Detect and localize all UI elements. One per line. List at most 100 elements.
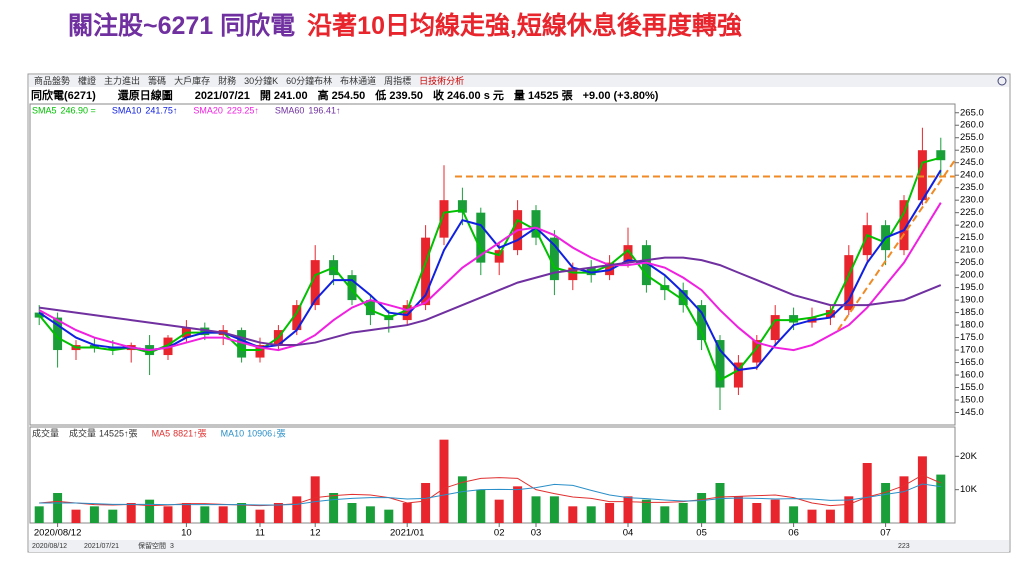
y-tick-label: 195.0 [960, 282, 984, 293]
candle-body [549, 237, 559, 281]
volume-bar [329, 493, 339, 523]
info-item: 2021/07/21 [195, 90, 250, 102]
ma-line [39, 483, 941, 506]
volume-bar [623, 496, 633, 523]
y-tick-label: 200.0 [960, 270, 984, 281]
y-tick-label: 150.0 [960, 395, 984, 406]
candle-body [844, 255, 854, 311]
tab[interactable]: 權證 [78, 75, 96, 86]
volume-bar [678, 503, 688, 523]
tab[interactable]: 日技術分析 [419, 75, 464, 86]
info-item: 開 241.00 [260, 89, 308, 102]
y-tick-label: 235.0 [960, 182, 984, 193]
candle-body [733, 362, 743, 388]
ma-line [38, 169, 942, 372]
x-tick-label: 2020/08/12 [34, 528, 82, 539]
volume-bar [549, 496, 559, 523]
candle-body [770, 315, 780, 341]
tab[interactable]: 商品盤勢 [34, 75, 70, 86]
info-item: 量 14525 張 [514, 89, 574, 102]
volume-bar [218, 506, 228, 523]
v-tick-label: 20K [960, 451, 978, 462]
x-tick-label: 02 [494, 528, 505, 539]
volume-bar [531, 496, 541, 523]
tab[interactable]: 財務 [218, 75, 236, 86]
y-tick-label: 210.0 [960, 245, 984, 256]
volume-bar [568, 506, 578, 523]
volume-bar [292, 496, 302, 523]
volume-bar [936, 474, 946, 523]
tab[interactable]: 大戶庫存 [174, 75, 210, 86]
candle-body [457, 200, 467, 213]
candle-body [365, 300, 375, 316]
volume-bar [660, 506, 670, 523]
tab[interactable]: 周指標 [384, 75, 411, 86]
y-tick-label: 170.0 [960, 345, 984, 356]
volume-bar [126, 503, 136, 523]
volume-bar [384, 509, 394, 523]
volume-legend-name: 成交量 [69, 427, 96, 438]
tab[interactable]: 60分鐘布林 [286, 75, 332, 86]
y-tick-label: 205.0 [960, 257, 984, 268]
candle-body [752, 340, 762, 363]
volume-bar [34, 506, 44, 523]
candle-body [623, 245, 633, 263]
candle-body [789, 315, 799, 323]
zoom-icon[interactable] [997, 76, 1007, 86]
candle-body [53, 317, 63, 351]
volume-bar [402, 503, 412, 523]
x-tick-label: 05 [696, 528, 707, 539]
volume-bar [310, 476, 320, 523]
volume-bar [825, 509, 835, 523]
trend-line [837, 159, 956, 331]
tab[interactable]: 主力進出 [104, 75, 140, 86]
volume-bar [881, 483, 891, 523]
tab[interactable]: 30分鐘K [244, 75, 278, 86]
volume-bar [237, 503, 247, 523]
y-tick-label: 215.0 [960, 232, 984, 243]
y-tick-label: 250.0 [960, 145, 984, 156]
volume-bar [807, 509, 817, 523]
toolbar-count[interactable]: 223 [898, 543, 910, 550]
candle-body [862, 225, 872, 256]
candle-body [255, 345, 265, 358]
tab[interactable]: 布林通道 [340, 75, 376, 86]
legend-value: 241.75↑ [145, 105, 177, 115]
candle-body [494, 250, 504, 263]
volume-bar [862, 463, 872, 523]
y-tick-label: 155.0 [960, 382, 984, 393]
volume-bar [457, 476, 467, 523]
y-tick-label: 240.0 [960, 170, 984, 181]
volume-bar [844, 496, 854, 523]
toolbar-start[interactable]: 2020/08/12 [32, 543, 67, 550]
volume-bar [53, 493, 63, 523]
volume-bar [145, 499, 155, 523]
candle-body [310, 260, 320, 306]
candle-body [402, 305, 412, 321]
tab[interactable]: 籌碼 [148, 75, 166, 86]
x-tick-label: 04 [623, 528, 634, 539]
legend-name: MA10 [221, 428, 245, 438]
legend-value: 196.41↑ [308, 105, 340, 115]
volume-bar [494, 499, 504, 523]
candle-body [678, 290, 688, 306]
volume-bar [108, 509, 118, 523]
volume-bar [770, 499, 780, 523]
volume-bar [715, 483, 725, 523]
tab-bar [29, 75, 1009, 87]
volume-bar [917, 456, 927, 523]
x-tick-label: 11 [255, 528, 265, 539]
candle-body [697, 305, 707, 341]
candle-body [237, 330, 247, 358]
volume-bar [586, 506, 596, 523]
volume-bar [200, 506, 210, 523]
y-tick-label: 190.0 [960, 295, 984, 306]
candle-body [531, 210, 541, 238]
legend-value: 10906↓張 [247, 428, 286, 438]
y-tick-label: 185.0 [960, 307, 984, 318]
candle-body [163, 337, 173, 356]
candle-body [917, 150, 927, 201]
toolbar-end[interactable]: 2021/07/21 [84, 543, 119, 550]
toolbar-reserve-value[interactable]: 3 [170, 543, 174, 550]
